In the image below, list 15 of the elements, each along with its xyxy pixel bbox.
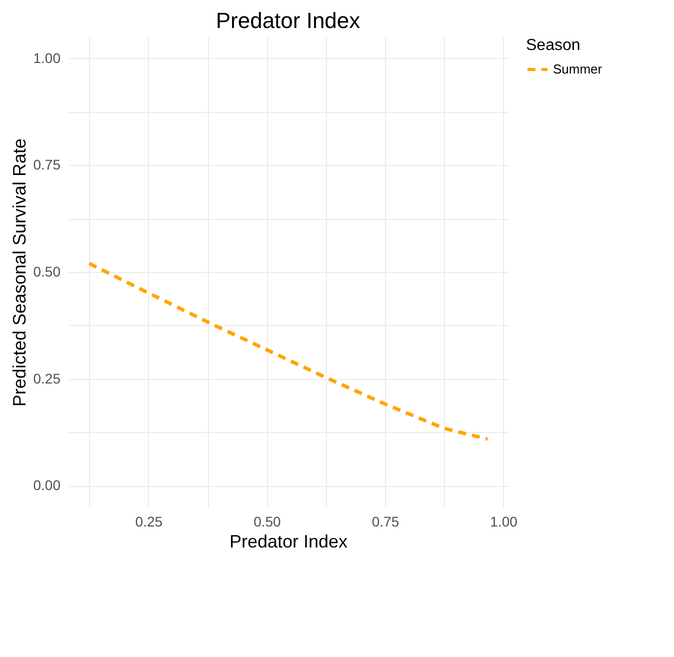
chart-title: Predator Index (216, 8, 360, 33)
legend-title: Season (526, 37, 580, 54)
line-series (88, 262, 490, 441)
y-tick-label: 0.50 (33, 264, 61, 280)
legend-label: Summer (553, 62, 603, 76)
y-tick-label: 0.00 (33, 477, 61, 494)
x-tick-label: 0.25 (135, 514, 163, 530)
x-tick-label: 1.00 (490, 514, 518, 530)
y-axis-title: Predicted Seasonal Survival Rate (9, 138, 30, 407)
y-tick-label: 1.00 (33, 50, 61, 66)
x-axis-title: Predator Index (229, 532, 348, 552)
y-tick-label: 0.75 (33, 156, 61, 173)
y-tick-label: 0.25 (33, 370, 61, 386)
x-tick-label: 0.50 (254, 514, 282, 530)
x-tick-label: 0.75 (372, 514, 400, 530)
